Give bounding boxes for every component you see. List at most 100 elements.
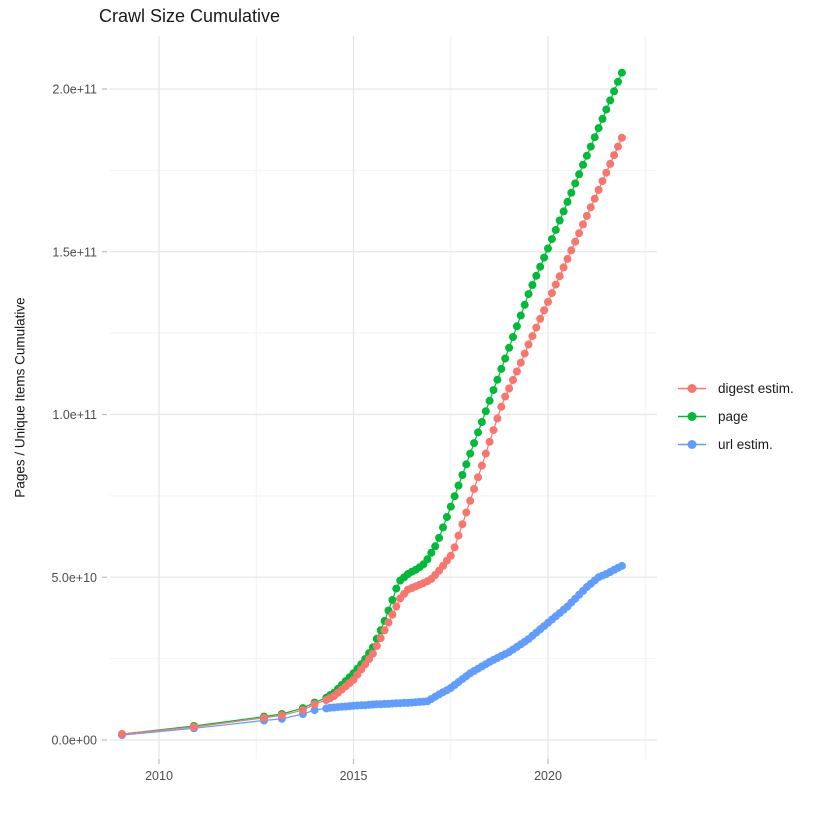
data-point-page (450, 492, 459, 501)
data-point-page (532, 271, 541, 280)
data-point-page (489, 386, 498, 395)
data-point-digest-estim (586, 203, 595, 212)
data-point-page (610, 87, 619, 96)
y-tick-label: 2.0e+11 (52, 83, 97, 97)
legend-label: digest estim. (718, 381, 794, 396)
legend-label: url estim. (718, 437, 773, 452)
data-point-digest-estim (493, 414, 502, 423)
data-point-page (544, 244, 552, 253)
data-point-page (520, 300, 529, 309)
y-tick-label: 5.0e+10 (51, 571, 97, 585)
y-tick-label: 1.5e+11 (52, 245, 97, 259)
data-point-digest-estim (477, 461, 486, 470)
data-point-digest-estim (516, 358, 525, 367)
data-point-page (590, 133, 599, 142)
data-point-digest-estim (567, 246, 576, 255)
data-point-digest-estim (512, 367, 521, 376)
data-point-digest-estim (606, 159, 615, 168)
data-point-page (477, 418, 486, 426)
data-point-digest-estim (485, 437, 494, 446)
data-point-page (528, 281, 537, 289)
data-point-digest-estim (310, 700, 319, 709)
data-point-digest-estim (384, 618, 393, 627)
data-point-page (586, 142, 595, 151)
data-point-page (551, 225, 560, 234)
data-point-digest-estim (579, 220, 587, 229)
data-point-page (462, 460, 471, 469)
data-point-page (454, 481, 463, 490)
legend-key-icon (676, 407, 708, 426)
data-point-digest-estim (446, 551, 455, 560)
data-point-page (512, 322, 521, 331)
data-point-page (481, 407, 490, 416)
data-point-page (474, 428, 482, 437)
data-point-digest-estim (524, 340, 533, 349)
data-point-digest-estim (505, 384, 514, 393)
data-point-page (524, 290, 533, 299)
data-point-digest-estim (489, 426, 498, 435)
y-tick-label: 0.0e+00 (51, 734, 97, 748)
data-point-digest-estim (380, 626, 389, 635)
data-point-digest-estim (575, 229, 584, 238)
data-point-digest-estim (277, 711, 286, 720)
data-point-page (446, 502, 455, 511)
data-point-digest-estim (372, 641, 381, 650)
data-point-digest-estim (598, 177, 607, 186)
data-point-page (431, 542, 440, 551)
data-point-page (602, 105, 611, 114)
x-tick-label: 2010 (145, 769, 173, 783)
data-point-digest-estim (536, 314, 545, 323)
data-point-digest-estim (298, 706, 307, 715)
data-point-digest-estim (474, 473, 482, 482)
data-point-digest-estim (501, 392, 510, 401)
data-point-digest-estim (462, 508, 471, 517)
x-tick-label: 2015 (340, 769, 368, 783)
data-point-digest-estim (388, 610, 397, 619)
data-point-page (458, 471, 467, 479)
data-point-digest-estim (614, 142, 622, 151)
data-point-page (598, 114, 607, 123)
data-point-page (439, 523, 447, 532)
data-point-page (540, 253, 549, 262)
data-point-page (606, 96, 615, 105)
data-point-page (470, 439, 479, 448)
data-point-page (579, 160, 587, 169)
legend-item-digest-estim: digest estim. (676, 379, 794, 398)
data-point-digest-estim (590, 194, 599, 203)
data-point-page (392, 584, 401, 593)
data-point-page (575, 170, 584, 179)
data-point-digest-estim (458, 520, 467, 529)
data-point-digest-estim (466, 496, 475, 505)
data-point-page (497, 364, 506, 373)
data-point-page (614, 77, 622, 86)
data-point-digest-estim (582, 211, 591, 220)
data-point-digest-estim (571, 237, 580, 246)
data-point-digest-estim (532, 323, 541, 332)
legend-item-url-estim: url estim. (676, 435, 794, 454)
data-point-page (493, 375, 502, 384)
data-point-digest-estim (617, 133, 626, 142)
data-point-page (423, 555, 432, 564)
data-point-page (516, 311, 525, 320)
data-point-digest-estim (368, 649, 377, 658)
x-tick-label: 2020 (534, 769, 562, 783)
data-point-digest-estim (544, 297, 552, 306)
data-point-page (559, 207, 568, 216)
data-point-digest-estim (602, 168, 611, 177)
data-point-page (547, 235, 556, 244)
data-point-digest-estim (509, 376, 517, 384)
data-point-digest-estim (260, 713, 268, 722)
data-point-url-estim (310, 706, 319, 715)
data-point-digest-estim (450, 543, 459, 552)
data-point-digest-estim (190, 723, 198, 731)
data-point-page (567, 188, 576, 197)
data-point-page (501, 354, 510, 363)
data-point-page (505, 343, 514, 352)
data-point-page (485, 396, 494, 405)
data-point-digest-estim (563, 254, 572, 263)
data-point-digest-estim (540, 306, 549, 315)
legend-label: page (718, 409, 749, 424)
data-point-page (617, 68, 626, 77)
data-point-digest-estim (376, 634, 385, 643)
